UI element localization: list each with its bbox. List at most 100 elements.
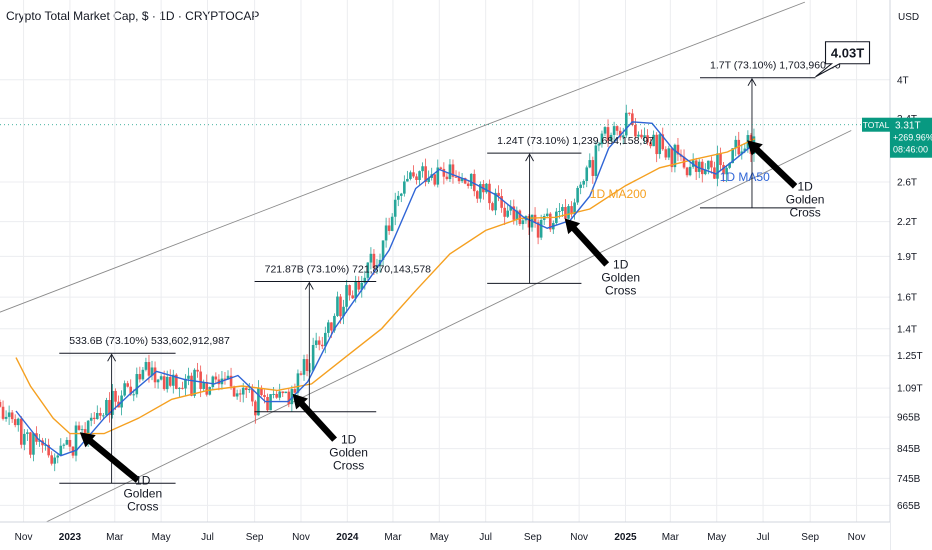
x-tick-label: Jul bbox=[757, 532, 770, 543]
candle-body bbox=[254, 401, 257, 416]
x-tick-label: May bbox=[152, 532, 171, 543]
candle-body bbox=[503, 207, 506, 217]
candle-body bbox=[4, 416, 8, 419]
candle-body bbox=[360, 282, 364, 290]
x-tick-label: 2024 bbox=[336, 532, 359, 543]
candle-body bbox=[102, 415, 105, 417]
ma200-line bbox=[15, 138, 756, 435]
candle-body bbox=[415, 176, 418, 181]
candle-body bbox=[624, 112, 628, 136]
golden-cross-label: Golden bbox=[123, 486, 162, 500]
symbol-tag bbox=[862, 117, 890, 132]
candle-body bbox=[190, 375, 193, 396]
candle-body bbox=[354, 281, 357, 299]
candle-body bbox=[138, 374, 142, 380]
candle-body bbox=[263, 395, 266, 397]
candle-body bbox=[336, 296, 339, 316]
candle-body bbox=[345, 285, 348, 307]
symbol-tag-label: TOTAL bbox=[863, 120, 890, 130]
candle-body bbox=[548, 213, 552, 230]
candle-body bbox=[351, 295, 354, 299]
candle-body bbox=[609, 134, 613, 141]
candle-body bbox=[89, 417, 93, 421]
candle-body bbox=[558, 211, 561, 213]
candle-body bbox=[23, 433, 26, 445]
y-tick-label: 845B bbox=[897, 444, 921, 455]
candle-body bbox=[132, 394, 136, 396]
candle-body bbox=[74, 425, 78, 456]
candle-body bbox=[114, 390, 117, 402]
candle-body bbox=[567, 206, 570, 219]
candle-body bbox=[427, 177, 430, 183]
candle-body bbox=[272, 393, 275, 395]
x-tick-label: Nov bbox=[570, 532, 588, 543]
candle-body bbox=[62, 444, 66, 446]
candle-body bbox=[59, 445, 63, 456]
candle-body bbox=[56, 455, 60, 458]
candle-body bbox=[241, 387, 245, 395]
x-tick-label: 2023 bbox=[59, 532, 82, 543]
candle-body bbox=[515, 210, 519, 220]
candle-body bbox=[257, 387, 260, 416]
candle-body bbox=[80, 429, 84, 431]
candle-body bbox=[16, 418, 20, 426]
candle-body bbox=[588, 160, 592, 168]
candle-body bbox=[436, 167, 440, 185]
y-tick-label: 965B bbox=[897, 413, 921, 424]
candle-body bbox=[348, 285, 351, 296]
candle-body bbox=[229, 375, 233, 387]
candle-body bbox=[92, 417, 96, 420]
x-tick-label: Nov bbox=[292, 532, 310, 543]
ma50-label: 1D MA50 bbox=[720, 170, 770, 184]
candle-body bbox=[655, 134, 658, 155]
ma50-line bbox=[15, 121, 756, 457]
golden-cross-arrow bbox=[79, 432, 140, 483]
candle-body bbox=[673, 144, 677, 168]
candle-body bbox=[628, 112, 631, 114]
candle-body bbox=[7, 412, 11, 417]
candle-body bbox=[232, 386, 236, 397]
candle-body bbox=[707, 160, 710, 170]
candle-body bbox=[275, 393, 278, 398]
candle-body bbox=[13, 419, 17, 426]
candle-body bbox=[251, 389, 254, 402]
candle-body bbox=[244, 387, 248, 390]
candle-body bbox=[457, 177, 461, 182]
candle-body bbox=[50, 455, 53, 464]
candle-body bbox=[65, 439, 69, 445]
candle-body bbox=[278, 391, 281, 398]
annotations: 1DGoldenCross1DGoldenCross1DGoldenCross1… bbox=[79, 41, 871, 513]
measure-label: 721.87B (73.10%) 721,870,143,578 bbox=[265, 264, 432, 276]
candle-body bbox=[187, 375, 190, 379]
candle-body bbox=[247, 389, 251, 391]
candle-body bbox=[184, 378, 187, 389]
candle-body bbox=[372, 253, 376, 269]
y-tick-label: 4T bbox=[897, 75, 909, 86]
candle-body bbox=[743, 148, 747, 152]
candle-body bbox=[506, 210, 510, 217]
candle-body bbox=[317, 340, 321, 345]
candle-body bbox=[710, 160, 713, 168]
candle-body bbox=[697, 161, 701, 172]
candle-body bbox=[305, 359, 309, 371]
candle-body bbox=[448, 164, 452, 180]
x-tick-label: Nov bbox=[848, 532, 866, 543]
candle-body bbox=[384, 225, 388, 241]
x-tick-label: May bbox=[430, 532, 449, 543]
candle-body bbox=[314, 340, 318, 345]
chart-title: Crypto Total Market Cap, $ · 1D · CRYPTO… bbox=[6, 9, 260, 23]
x-tick-label: Jul bbox=[479, 532, 492, 543]
golden-cross-label: 1D bbox=[613, 257, 629, 271]
bar-countdown: 08:46:00 bbox=[893, 145, 928, 155]
candle-body bbox=[129, 386, 133, 395]
y-tick-label: 1.6T bbox=[897, 293, 917, 304]
candle-body bbox=[296, 373, 300, 393]
golden-cross-label: 1D bbox=[341, 433, 357, 447]
candle-body bbox=[387, 225, 391, 231]
candle-body bbox=[99, 412, 102, 416]
candle-body bbox=[366, 262, 370, 278]
candle-body bbox=[123, 383, 126, 396]
candle-body bbox=[412, 172, 415, 177]
